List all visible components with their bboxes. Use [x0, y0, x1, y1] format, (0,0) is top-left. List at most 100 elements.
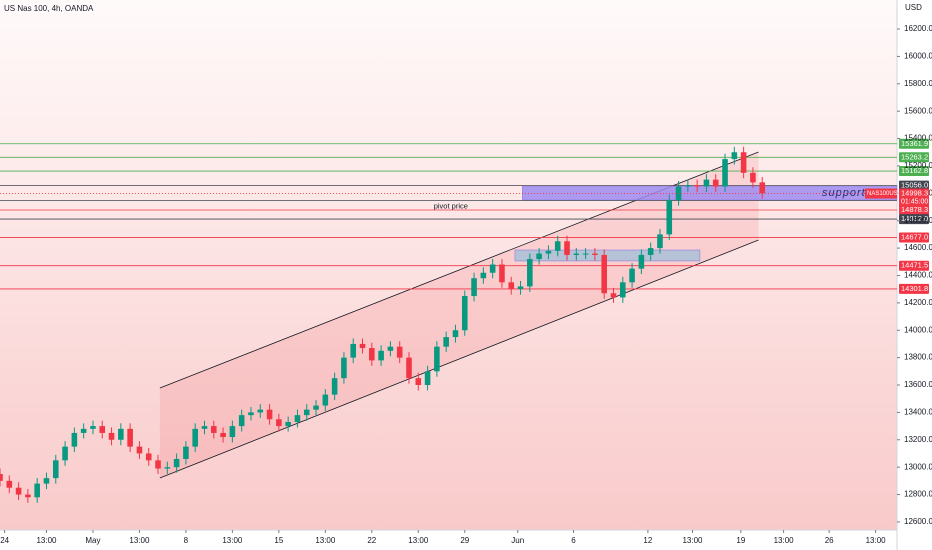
price-level-label: 14471.5 — [901, 261, 928, 270]
y-tick-label: 14200.0 — [904, 298, 932, 307]
x-tick-label: 12 — [643, 536, 652, 545]
price-level-tag — [899, 260, 929, 271]
candle-body — [294, 415, 301, 422]
candle-body — [712, 179, 719, 187]
candle-body — [331, 378, 338, 395]
candle-body — [136, 446, 143, 454]
price-level-label: 15263.2 — [901, 152, 928, 161]
candle-body — [108, 432, 115, 440]
price-axis-background — [897, 0, 932, 550]
candle-body — [238, 415, 245, 427]
x-tick-label: 26 — [825, 536, 834, 545]
zone — [514, 249, 701, 262]
symbol-tag — [865, 188, 897, 199]
price-level-label: 15056.0 — [901, 181, 928, 190]
y-tick-label: 14400.0 — [904, 271, 932, 280]
candle-body — [666, 200, 673, 235]
candle-body — [192, 428, 198, 447]
candle-body — [443, 337, 449, 347]
chart-title: US Nas 100, 4h, OANDA — [4, 4, 94, 13]
candle-body — [90, 426, 96, 429]
y-tick-label: 12600.0 — [904, 517, 932, 526]
candle-body — [499, 264, 505, 283]
candle-body — [759, 182, 766, 194]
candle-body — [99, 426, 106, 433]
candle-body — [359, 343, 366, 349]
x-tick-label: 29 — [460, 536, 469, 545]
candle-body — [592, 253, 598, 255]
candle-body — [378, 350, 384, 361]
candle-body — [601, 254, 607, 294]
candle-body — [145, 453, 152, 461]
y-tick-label: 13400.0 — [904, 408, 932, 417]
price-level-tag — [899, 166, 929, 177]
price-level-tag — [899, 283, 929, 294]
candle-body — [619, 282, 626, 298]
channel-fill — [159, 151, 759, 478]
candle-body — [536, 253, 542, 260]
candle-body — [164, 467, 171, 469]
price-level-tag — [899, 204, 929, 215]
candle-body — [387, 346, 394, 351]
candle-body — [750, 172, 756, 183]
x-tick-label: Jun — [511, 536, 524, 545]
candle-body — [248, 412, 254, 416]
last-price-label: 14998.3 — [901, 189, 928, 198]
candle-body — [722, 159, 728, 187]
price-level-label: 14301.8 — [901, 284, 928, 293]
candle-body — [545, 250, 552, 254]
candle-body — [229, 426, 236, 438]
last-price-tag — [899, 188, 929, 206]
y-tick-label: 13200.0 — [904, 435, 932, 444]
candle-body — [489, 264, 496, 273]
candle-body — [341, 357, 347, 379]
price-level-tag — [899, 180, 929, 191]
x-tick-label: 24 — [0, 536, 9, 545]
price-level-tag — [899, 152, 929, 163]
candle-body — [303, 409, 310, 416]
candle-body — [369, 348, 375, 361]
y-tick-label: 15400.0 — [904, 134, 932, 143]
candle-body — [685, 185, 691, 187]
plot-background — [0, 0, 897, 530]
time-axis-background — [0, 530, 897, 550]
y-tick-label: 14000.0 — [904, 325, 932, 334]
candle-body — [452, 330, 459, 338]
x-tick-label: 13:00 — [129, 536, 150, 545]
y-tick-label: 16000.0 — [904, 52, 932, 61]
x-tick-label: 13:00 — [682, 536, 703, 545]
x-tick-label: 15 — [274, 536, 283, 545]
y-tick-label: 16200.0 — [904, 24, 932, 33]
candle-body — [25, 494, 31, 498]
candle-body — [694, 185, 700, 187]
candle-body — [508, 282, 515, 290]
candle-body — [396, 346, 403, 358]
candle-body — [43, 478, 50, 484]
price-level-label: 14812.0 — [901, 214, 928, 223]
candle-body — [276, 419, 282, 427]
candle-body — [127, 428, 133, 447]
candle-body — [527, 259, 533, 287]
price-level-tag — [899, 138, 929, 149]
y-tick-label: 13600.0 — [904, 380, 932, 389]
candle-body — [731, 152, 738, 160]
candle-body — [610, 293, 617, 298]
y-tick-label: 15200.0 — [904, 161, 932, 170]
candle-body — [155, 460, 161, 469]
candle-body — [118, 428, 124, 440]
candle-body — [573, 253, 580, 255]
symbol-label: NAS100USD — [867, 191, 903, 197]
candle-body — [554, 241, 561, 251]
y-tick-label: 14600.0 — [904, 243, 932, 252]
price-level-tag — [899, 214, 929, 225]
candle-body — [740, 152, 747, 173]
y-tick-label: 15800.0 — [904, 79, 932, 88]
candle-body — [461, 296, 468, 331]
currency-label: USD — [905, 3, 922, 12]
candle-body — [564, 241, 570, 255]
countdown-label: 01:45:00 — [901, 198, 928, 205]
candle-body — [80, 428, 87, 433]
x-tick-label: May — [85, 536, 100, 545]
x-tick-label: 13:00 — [222, 536, 243, 545]
